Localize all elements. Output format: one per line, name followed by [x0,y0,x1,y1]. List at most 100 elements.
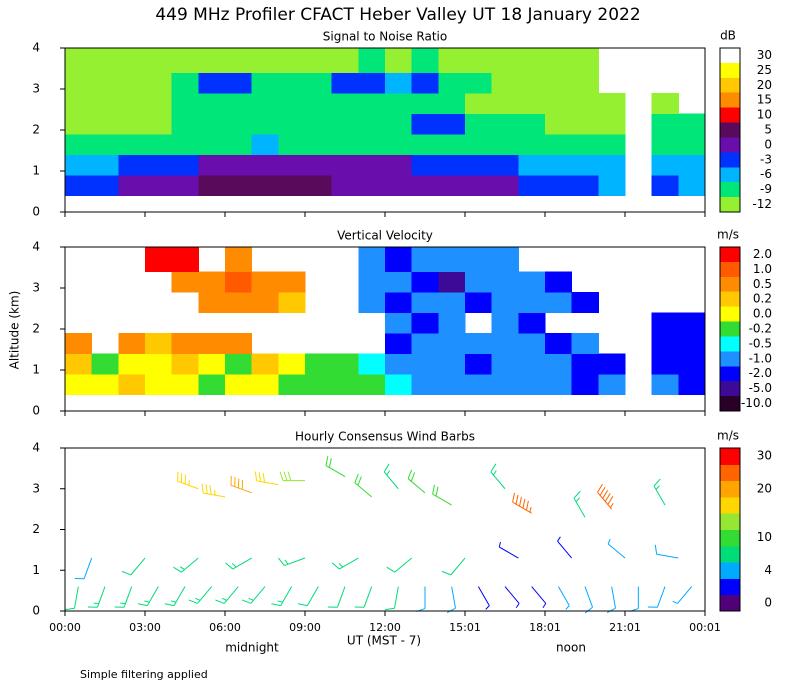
heatmap-cell [465,333,493,355]
heatmap-cell [491,312,519,334]
heatmap-cell [145,48,173,74]
colorbar-frame [719,47,741,213]
heatmap-cell [651,175,679,197]
heatmap-cell [385,175,413,197]
heatmap-cell [438,175,466,197]
heatmap-cell [305,353,333,375]
heatmap-cell [171,113,199,135]
colorbar-band [720,107,740,124]
colorbar-band [720,351,740,367]
wind-barb [177,471,199,490]
heatmap-cell [465,374,493,396]
heatmap-cell [518,154,546,176]
heatmap-cell [491,72,519,94]
colorbar-band [720,48,740,64]
wind-barb [407,469,426,494]
colorbar-label: 10 [757,108,772,122]
colorbar-label: 0.2 [753,292,772,306]
heatmap-cell [225,374,253,396]
heatmap-cell [651,374,679,396]
wind-barb [74,557,93,580]
heatmap-cell [678,113,706,135]
wind-barb [573,490,586,518]
wind-barb [597,483,614,510]
x-tick-label: 00:01 [689,621,721,634]
wind-barb [173,557,199,573]
heatmap-cell [198,333,226,355]
y-tick-label: 1 [32,363,40,377]
colorbar-band [720,62,740,79]
heatmap-cell [518,175,546,197]
heatmap-cell [198,48,226,74]
heatmap-cell [411,48,439,74]
heatmap-cell [411,154,439,176]
heatmap-cell [545,374,573,396]
y-tick-label: 4 [32,41,40,55]
heatmap-cell [358,72,386,94]
heatmap-cell [545,271,573,293]
heatmap-cell [598,93,626,115]
wind-barb [584,586,593,614]
heatmap-cell [305,113,333,135]
colorbar-band [720,321,740,337]
heatmap-cell [411,175,439,197]
heatmap-cell [598,154,626,176]
annotation: noon [556,641,586,655]
heatmap-cell [225,48,253,74]
colorbar-label: -0.2 [749,322,772,336]
y-tick-label: 2 [32,123,40,137]
colorbar-label: 20 [757,481,772,495]
wind-barb [385,586,399,611]
heatmap-cell [118,93,146,115]
heatmap-cell [491,353,519,375]
heatmap-cell [678,175,706,197]
heatmap-cell [118,113,146,135]
heatmap-cell [358,113,386,135]
heatmap-cell [198,134,226,156]
heatmap-cell [171,247,199,273]
heatmap-cell [438,271,466,293]
heatmap-cell [545,292,573,314]
y-tick-label: 0 [32,604,40,618]
colorbar-band [720,578,740,596]
heatmap-cell [571,292,599,314]
colorbar-band [720,529,740,547]
heatmap-cell [678,312,706,334]
heatmap-cell [278,353,306,375]
colorbar-band [720,480,740,498]
heatmap-cell [91,134,119,156]
heatmap-cell [278,271,306,293]
heatmap-cell [491,175,519,197]
wind-barb [137,586,159,607]
heatmap-cell [571,113,599,135]
wind-barb [386,557,412,573]
y-axis-label: Altitude (km) [8,291,22,370]
heatmap-cell [251,93,279,115]
heatmap-cell [225,247,253,273]
heatmap-cell [358,134,386,156]
heatmap-cell [358,271,386,293]
heatmap-cell [545,175,573,197]
heatmap-cell [145,93,173,115]
heatmap-cell [491,247,519,273]
x-tick-label: 00:00 [49,621,81,634]
heatmap-cell [385,134,413,156]
heatmap-cell [331,154,359,176]
heatmap-cell [358,374,386,396]
colorbar-title: m/s [717,429,739,443]
heatmap-cell [251,353,279,375]
colorbar-band [720,182,740,198]
heatmap-cell [331,113,359,135]
heatmap-cell [331,175,359,197]
heatmap-cell [118,333,146,355]
y-tick-label: 1 [32,164,40,178]
heatmap-cell [438,374,466,396]
heatmap-cell [171,333,199,355]
heatmap-cell [65,113,93,135]
colorbar-band [720,197,740,213]
y-tick-label: 0 [32,205,40,219]
heatmap-cell [411,72,439,94]
colorbar-band [720,396,740,412]
heatmap-cell [545,154,573,176]
heatmap-cell [411,113,439,135]
